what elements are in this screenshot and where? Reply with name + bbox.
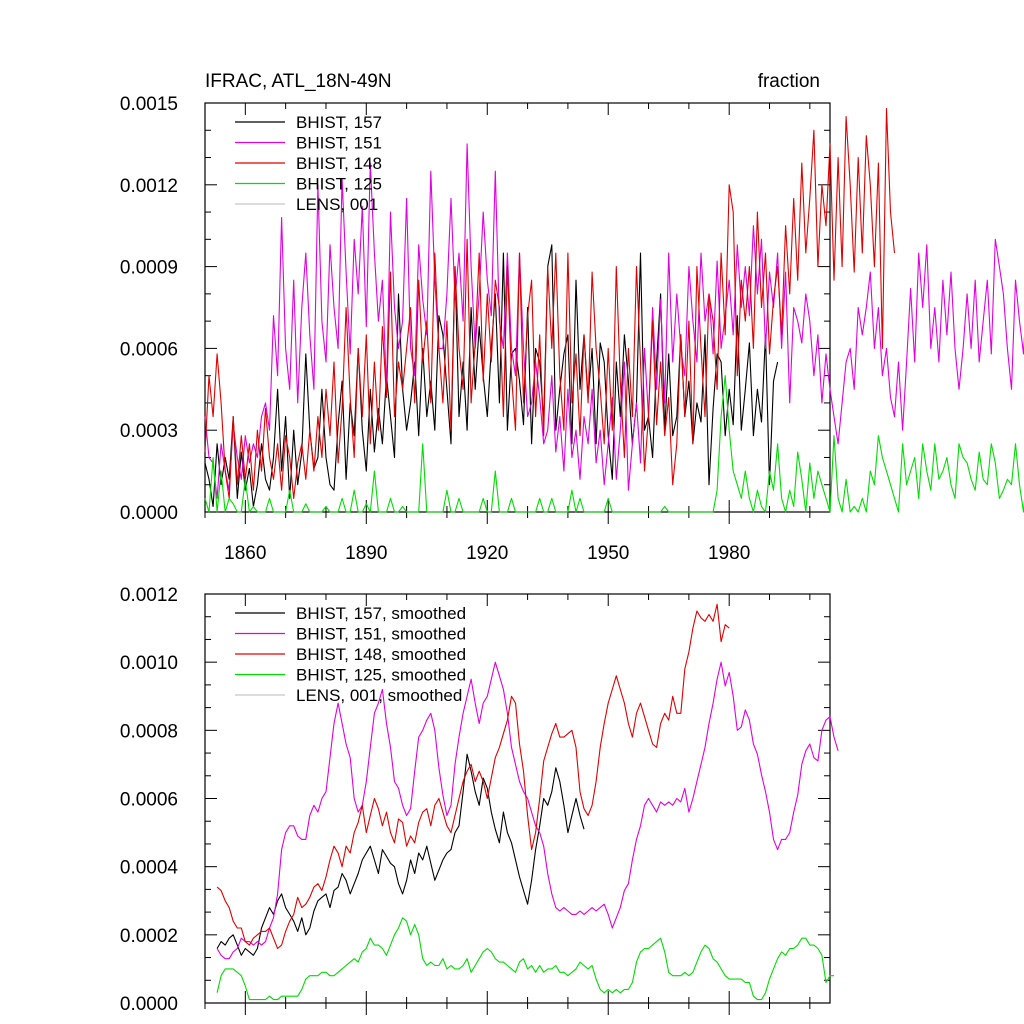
series-line-bhist-151-smoothed — [216, 661, 839, 960]
y-tick-label: 0.0012 — [120, 585, 178, 606]
y-tick-label: 0.0003 — [120, 421, 178, 442]
y-tick-label: 0.0010 — [120, 653, 178, 674]
legend-label: LENS, 001 — [296, 195, 378, 214]
y-tick-label: 0.0000 — [120, 503, 178, 524]
chart-title: IFRAC, ATL_18N-49N — [205, 71, 392, 92]
legend-label: BHIST, 157 — [296, 113, 382, 132]
y-tick-label: 0.0000 — [120, 994, 178, 1015]
legend-label: LENS, 001, smoothed — [296, 686, 462, 705]
legend-label: BHIST, 157, smoothed — [296, 604, 466, 623]
legend-label: BHIST, 125, smoothed — [296, 666, 466, 685]
series-line-bhist-148 — [204, 107, 896, 499]
y-tick-label: 0.0008 — [120, 721, 178, 742]
series-line-bhist-148-smoothed — [216, 603, 730, 950]
legend-label: BHIST, 148 — [296, 154, 382, 173]
bottom-panel: 0.0000 0.0002 0.0004 0.0006 0.0008 0.0010 0.00… — [120, 585, 839, 1015]
legend-label: BHIST, 125 — [296, 175, 382, 194]
y-tick-label: 0.0012 — [120, 176, 178, 197]
y-tick-label: 0.0006 — [120, 339, 178, 360]
top-panel: IFRAC, ATL_18N-49N fraction 0.0000 0.0003 0.… — [120, 71, 1024, 564]
x-tick-label: 1860 — [224, 543, 266, 564]
x-tick-label: 1980 — [708, 543, 750, 564]
units-label: fraction — [758, 71, 820, 92]
y-tick-label: 0.0015 — [120, 94, 178, 115]
legend-label: BHIST, 148, smoothed — [296, 645, 466, 664]
y-tick-label: 0.0006 — [120, 790, 178, 811]
y-tick-label: 0.0009 — [120, 258, 178, 279]
legend-label: BHIST, 151 — [296, 134, 382, 153]
series-line-bhist-157-smoothed — [216, 753, 585, 956]
x-tick-label: 1950 — [587, 543, 629, 564]
y-tick-label: 0.0002 — [120, 926, 178, 947]
x-tick-label: 1920 — [466, 543, 508, 564]
series-line-bhist-151 — [204, 143, 1024, 499]
series-line-bhist-125-smoothed — [216, 917, 834, 1001]
series-line-bhist-125 — [204, 375, 1024, 513]
y-tick-label: 0.0004 — [120, 858, 179, 879]
legend-label: BHIST, 151, smoothed — [296, 625, 466, 644]
x-tick-label: 1890 — [345, 543, 387, 564]
